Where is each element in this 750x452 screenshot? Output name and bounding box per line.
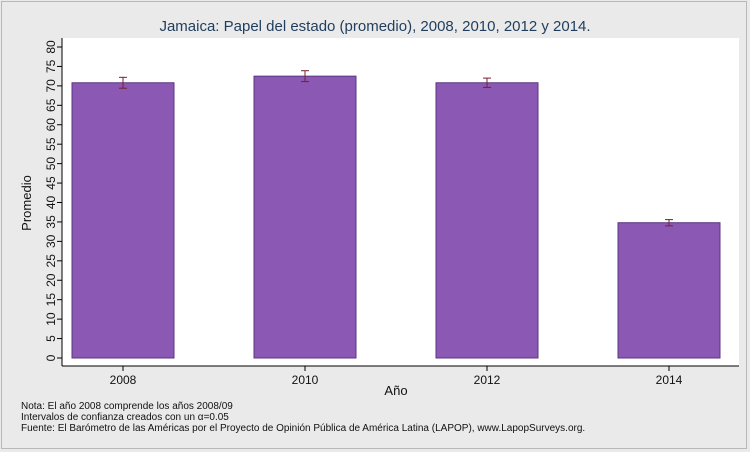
y-tick-label: 40 (44, 196, 58, 210)
note-confidence-text: Intervalos de confianza creados con un (21, 412, 198, 423)
y-tick-label: 50 (44, 157, 58, 171)
y-tick-label: 45 (44, 176, 58, 190)
x-tick-label: 2012 (474, 373, 501, 387)
y-tick-label: 60 (44, 118, 58, 132)
footnotes: Nota: El año 2008 comprende los años 200… (21, 401, 585, 434)
x-tick-label: 2008 (110, 373, 137, 387)
y-axis: 0 5 10 15 20 25 30 35 40 45 50 55 60 65 70 75 80 (44, 38, 63, 366)
chart-title: Jamaica: Papel del estado (promedio), 20… (159, 18, 591, 35)
note-year: Nota: El año 2008 comprende los años 200… (21, 401, 233, 412)
y-tick-label: 75 (44, 59, 58, 73)
y-tick-label: 20 (44, 273, 58, 287)
y-tick-label: 65 (44, 98, 58, 112)
note-alpha: α (197, 412, 204, 423)
y-tick-label: 55 (44, 137, 58, 151)
bar-2008 (71, 82, 175, 359)
y-tick-label: 35 (44, 215, 58, 229)
y-tick-label: 80 (44, 40, 58, 54)
y-axis-label: Promedio (19, 175, 34, 231)
bars (71, 70, 721, 359)
y-tick-label: 25 (44, 254, 58, 268)
y-tick-label: 10 (44, 312, 58, 326)
note-alpha-value: =0.05 (203, 412, 229, 423)
x-axis-label: Año (384, 383, 407, 398)
x-tick-label: 2014 (656, 373, 683, 387)
y-tick-label: 15 (44, 293, 58, 307)
bar-2012 (435, 82, 539, 359)
bar-2014 (617, 222, 721, 359)
x-tick-label: 2010 (292, 373, 319, 387)
note-confidence: Intervalos de confianza creados con un α… (21, 412, 585, 423)
y-tick-label: 70 (44, 79, 58, 93)
note-source: Fuente: El Barómetro de las Américas por… (21, 423, 586, 434)
y-tick-label: 30 (44, 234, 58, 248)
y-tick-label: 5 (44, 335, 58, 342)
x-axis: 2008 2010 2012 2014 (62, 365, 739, 387)
bar-2010 (253, 75, 357, 359)
y-tick-label: 0 (44, 354, 58, 361)
